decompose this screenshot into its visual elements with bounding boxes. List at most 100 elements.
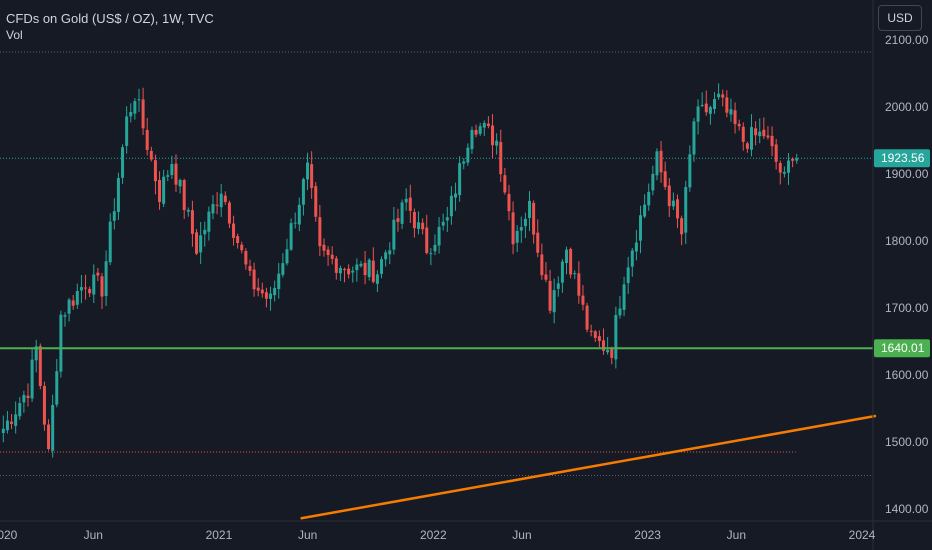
candle-body: [293, 222, 297, 224]
candle-body: [680, 218, 684, 235]
candle-body: [602, 340, 606, 351]
candle-body: [523, 218, 527, 227]
candle-body: [491, 125, 495, 146]
candle-body: [42, 386, 46, 425]
candle-body: [470, 129, 474, 150]
candle-body: [207, 211, 211, 232]
candle-body: [322, 244, 326, 251]
candle-body: [495, 140, 499, 146]
candle-body: [310, 164, 314, 188]
candle-body: [787, 160, 791, 173]
candle-body: [704, 103, 708, 113]
candle-body: [289, 223, 293, 250]
candle-body: [412, 211, 416, 229]
support-price-badge-background: [874, 339, 930, 358]
candle-body: [26, 395, 30, 399]
candle-body: [454, 193, 458, 198]
candle-body: [306, 162, 310, 180]
candle-body: [273, 287, 277, 296]
candle-body: [610, 348, 614, 358]
candle-body: [782, 171, 786, 174]
candle-body: [55, 371, 59, 405]
candle-body: [178, 179, 182, 187]
candle-body: [421, 222, 425, 230]
candle-body: [429, 253, 433, 255]
candle-body: [733, 110, 737, 125]
candle-body: [643, 204, 647, 217]
candle-body: [5, 420, 9, 431]
candle-body: [659, 150, 663, 173]
candle-body: [622, 284, 626, 310]
candle-body: [116, 178, 120, 212]
candle-body: [503, 175, 507, 193]
candlestick-series[interactable]: [1, 83, 799, 458]
candle-body: [655, 151, 659, 176]
candle-body: [725, 97, 729, 113]
candle-body: [371, 260, 375, 282]
candle-body: [351, 270, 355, 273]
candle-body: [326, 249, 330, 256]
candle-body: [318, 217, 322, 247]
candle-body: [338, 267, 342, 274]
candle-body: [766, 135, 770, 138]
candle-body: [663, 171, 667, 187]
time-axis-label: 2021: [206, 528, 233, 542]
candle-body: [745, 143, 749, 149]
candle-body: [236, 236, 240, 243]
candle-body: [359, 263, 363, 267]
candle-body: [170, 164, 174, 176]
candle-body: [634, 242, 638, 252]
candle-body: [647, 191, 651, 206]
candle-body: [133, 101, 137, 114]
candle-body: [614, 314, 618, 360]
candle-body: [556, 283, 560, 289]
candle-body: [121, 147, 125, 178]
candle-body: [791, 158, 795, 161]
candle-body: [334, 258, 338, 273]
candle-body: [63, 315, 67, 317]
candle-body: [47, 424, 51, 449]
candle-body: [137, 99, 141, 101]
candle-body: [404, 198, 408, 203]
symbol-title[interactable]: CFDs on Gold (US$ / OZ), 1W, TVC: [6, 11, 214, 26]
candle-body: [729, 109, 733, 115]
candle-body: [186, 209, 190, 212]
candle-body: [100, 276, 104, 297]
candle-body: [560, 261, 564, 283]
candle-body: [696, 106, 700, 122]
candle-body: [741, 126, 745, 142]
candle-body: [104, 261, 108, 297]
grid-lines: [0, 51, 873, 476]
candle-body: [79, 287, 83, 291]
candle-body: [182, 180, 186, 211]
symbol-legend[interactable]: CFDs on Gold (US$ / OZ), 1W, TVC Vol: [6, 10, 214, 44]
candle-body: [96, 272, 100, 276]
time-axis-label: Jun: [298, 528, 317, 542]
candle-body: [227, 202, 231, 224]
currency-button[interactable]: USD: [878, 5, 922, 31]
candle-body: [544, 274, 548, 280]
candle-body: [71, 300, 75, 306]
candle-body: [355, 264, 359, 271]
drawing-lines[interactable]: [0, 347, 877, 520]
candle-body: [569, 248, 573, 275]
candle-body: [195, 232, 199, 254]
candle-body: [577, 273, 581, 296]
candle-body: [630, 250, 634, 267]
candle-body: [149, 150, 153, 160]
candle-body: [511, 212, 515, 245]
candle-body: [754, 128, 758, 136]
candle-body: [552, 290, 556, 313]
price-axis-label: 1500.00: [885, 435, 929, 449]
candle-body: [392, 219, 396, 250]
volume-indicator-label[interactable]: Vol: [6, 28, 23, 42]
candle-body: [75, 290, 79, 305]
candle-body: [396, 218, 400, 222]
candle-body: [363, 262, 367, 276]
candle-body: [515, 230, 519, 243]
candle-body: [585, 305, 589, 330]
support-price-badge-label: 1640.01: [881, 341, 925, 355]
candle-body: [507, 193, 511, 212]
